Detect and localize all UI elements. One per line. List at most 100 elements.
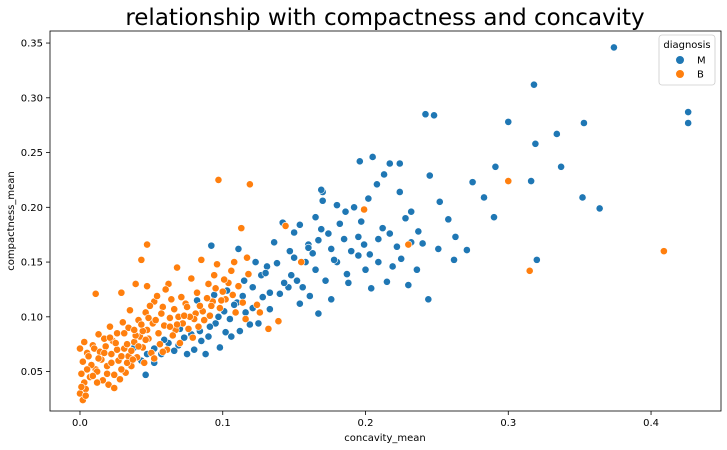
data-point-m — [578, 193, 587, 202]
data-point-m — [373, 180, 381, 189]
data-point-b — [144, 314, 153, 322]
data-point-b — [91, 289, 100, 298]
data-point-b — [141, 335, 150, 344]
data-point-b — [101, 342, 110, 351]
data-point-b — [176, 339, 184, 347]
data-point-b — [184, 324, 193, 333]
data-point-b — [77, 383, 86, 391]
legend-label-m: M — [697, 56, 706, 67]
data-point-m — [462, 246, 471, 254]
data-point-m — [285, 247, 294, 256]
data-point-m — [365, 250, 374, 259]
legend-marker-m — [675, 55, 685, 65]
data-point-m — [317, 185, 326, 194]
data-point-b — [158, 303, 167, 311]
data-point-b — [100, 349, 109, 357]
data-point-b — [158, 347, 167, 356]
legend-label-b: B — [697, 70, 704, 81]
data-point-b — [214, 176, 223, 184]
data-point-m — [240, 276, 249, 285]
data-point-m — [374, 235, 383, 243]
data-point-m — [298, 283, 307, 292]
data-point-b — [173, 263, 181, 272]
y-axis: 0.05 0.10 0.15 0.20 0.25 0.30 0.35 — [21, 39, 50, 378]
data-point-m — [490, 213, 498, 222]
x-axis: 0.0 0.1 0.2 0.3 0.4 — [72, 411, 659, 429]
data-point-b — [166, 314, 174, 322]
data-point-m — [314, 309, 323, 318]
data-point-m — [388, 262, 397, 271]
data-point-b — [137, 320, 146, 329]
data-point-b — [104, 380, 113, 389]
data-point-m — [552, 130, 561, 138]
data-point-b — [187, 274, 196, 283]
data-point-b — [168, 331, 177, 340]
data-point-b — [220, 275, 229, 284]
data-point-b — [231, 308, 240, 317]
data-point-b — [156, 340, 164, 349]
data-point-b — [143, 240, 151, 249]
data-point-m — [527, 177, 536, 185]
data-point-b — [154, 329, 163, 338]
data-point-b — [134, 342, 143, 351]
data-point-b — [213, 260, 221, 269]
data-point-b — [167, 295, 176, 304]
data-point-m — [215, 343, 224, 352]
data-point-b — [138, 327, 147, 335]
data-point-b — [180, 311, 189, 320]
data-point-m — [308, 249, 317, 258]
data-point-m — [305, 292, 314, 300]
data-point-b — [205, 311, 214, 320]
data-point-b — [297, 258, 306, 266]
y-tick-label: 0.15 — [21, 258, 43, 269]
legend-title: diagnosis — [663, 40, 710, 51]
data-point-m — [275, 289, 284, 298]
points-layer — [76, 43, 693, 404]
data-point-m — [354, 232, 363, 241]
data-point-m — [295, 220, 304, 229]
data-point-b — [157, 309, 166, 318]
data-point-m — [407, 207, 416, 216]
chart-title: relationship with compactness and concav… — [125, 5, 644, 31]
data-point-b — [234, 282, 243, 291]
data-point-b — [200, 316, 209, 325]
x-tick-label: 0.1 — [215, 418, 231, 429]
data-point-m — [311, 265, 320, 274]
data-point-m — [610, 43, 618, 52]
data-point-m — [211, 319, 220, 328]
data-point-m — [421, 110, 430, 119]
data-point-b — [183, 303, 191, 311]
data-point-b — [103, 369, 112, 378]
data-point-m — [395, 159, 404, 168]
y-tick-label: 0.05 — [21, 367, 43, 378]
data-point-m — [293, 276, 301, 285]
data-point-m — [425, 171, 434, 180]
data-point-b — [173, 320, 181, 329]
data-point-m — [261, 269, 270, 277]
data-point-m — [374, 258, 383, 266]
data-point-m — [317, 225, 326, 234]
data-point-m — [380, 170, 388, 179]
legend: diagnosis M B — [658, 34, 716, 86]
data-point-m — [330, 255, 338, 264]
data-point-b — [78, 357, 87, 366]
data-point-m — [304, 243, 313, 252]
data-point-b — [94, 330, 103, 339]
data-point-b — [130, 326, 139, 334]
data-point-m — [205, 322, 214, 331]
legend-marker-b — [675, 69, 685, 79]
data-point-b — [143, 282, 151, 291]
data-point-b — [94, 354, 103, 363]
data-point-m — [141, 370, 150, 379]
data-point-b — [659, 247, 668, 256]
data-point-b — [227, 266, 236, 275]
data-point-m — [397, 254, 406, 263]
data-point-m — [368, 153, 377, 161]
data-point-b — [128, 355, 137, 364]
data-point-b — [107, 358, 116, 367]
data-point-m — [401, 214, 410, 223]
data-point-b — [151, 316, 160, 325]
data-point-b — [150, 354, 159, 363]
data-point-b — [161, 285, 170, 294]
data-point-b — [117, 365, 126, 374]
